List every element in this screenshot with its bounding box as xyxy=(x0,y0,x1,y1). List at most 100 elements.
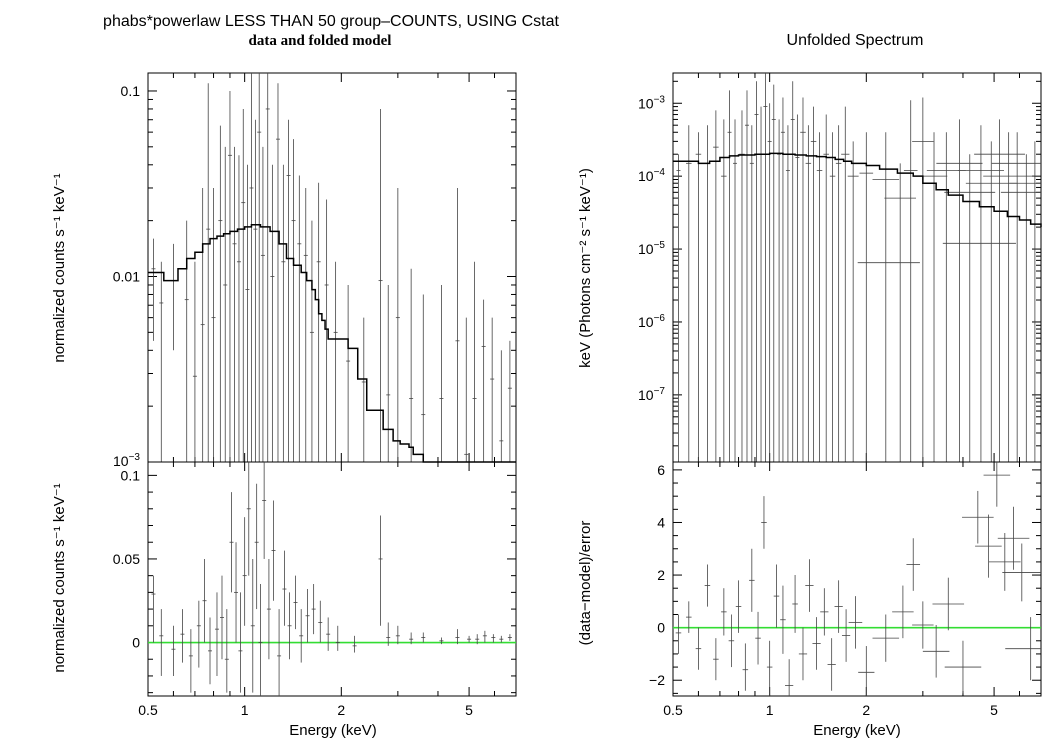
bottom-right-data-point xyxy=(848,596,863,649)
top-left-data-point xyxy=(333,261,338,462)
top-left-data-point xyxy=(265,73,270,462)
top-left-data-point xyxy=(481,299,486,462)
top-right-ylabel: keV (Photons cm⁻² s⁻¹ keV⁻¹) xyxy=(577,168,594,368)
bottom-left-data-point xyxy=(311,584,316,635)
top-left-data-point xyxy=(218,125,223,462)
bottom-right-ytick-label: 0 xyxy=(657,620,665,636)
bottom-right-data-point xyxy=(827,638,836,691)
bottom-left-data-point xyxy=(254,483,259,610)
top-right-data-point xyxy=(704,125,711,462)
top-right-data-point xyxy=(754,81,759,462)
top-right-ytick-label: 10−6 xyxy=(638,313,665,330)
bottom-right-data-point xyxy=(983,462,1011,507)
bottom-right-data-point xyxy=(780,585,786,654)
bottom-right-data-point xyxy=(742,643,749,691)
top-left-data-point xyxy=(270,164,275,462)
bottom-right-ytick-label: 6 xyxy=(657,462,665,478)
bottom-right-data-point xyxy=(792,575,798,633)
bottom-left-data-point xyxy=(409,632,414,645)
bottom-left-data-point xyxy=(386,622,391,646)
bottom-right-data-point xyxy=(704,564,711,607)
bottom-right-data-point xyxy=(761,496,767,549)
bottom-left-frame xyxy=(147,461,517,697)
bottom-left-data-point xyxy=(277,609,282,696)
bottom-left-ytick-label: 0.1 xyxy=(121,467,141,483)
top-right-ytick-label: 10−7 xyxy=(638,386,665,403)
top-left-data-point xyxy=(472,261,477,462)
bottom-right-ytick-label: 4 xyxy=(657,514,665,530)
bottom-right-data-point xyxy=(785,659,794,696)
bottom-left-ytick-label: 0.05 xyxy=(113,551,140,567)
bottom-left-data-point xyxy=(196,600,201,668)
bottom-left-data-point xyxy=(482,630,487,643)
top-left-ylabel: normalized counts s⁻¹ keV⁻¹ xyxy=(51,173,68,362)
top-right-data-point xyxy=(957,125,1005,462)
top-right-data-point xyxy=(912,97,934,462)
bottom-left-data-point xyxy=(151,575,156,643)
top-right-data-point xyxy=(810,106,817,462)
bottom-left-data-point xyxy=(467,635,472,643)
bottom-right-xtick-label: 5 xyxy=(990,702,998,718)
top-right-data-point xyxy=(713,110,719,462)
bottom-left-data-point xyxy=(229,492,234,593)
top-left-data-point xyxy=(464,317,469,462)
bottom-right-panel: 0.5 1 2 5 6 4 2 0 −2 xyxy=(649,461,1042,718)
top-right-data-point xyxy=(777,119,782,462)
right-xlabel: Energy (keV) xyxy=(813,722,901,739)
top-right-data-point xyxy=(676,154,681,462)
top-left-data-point xyxy=(490,317,495,462)
bottom-right-data-point xyxy=(922,625,950,678)
bottom-right-data-point xyxy=(749,548,755,612)
top-right-data-point xyxy=(767,103,772,462)
top-left-data-point xyxy=(260,146,265,462)
top-right-data-point xyxy=(903,100,918,462)
bottom-left-data-point xyxy=(224,609,229,693)
top-right-frame xyxy=(672,72,1042,463)
top-right-data-point xyxy=(785,125,790,462)
top-left-data-point xyxy=(291,139,296,462)
top-right-data-point xyxy=(965,141,1017,462)
top-right-data-point xyxy=(835,125,842,462)
top-left-data-point xyxy=(232,146,237,462)
bottom-right-data-point xyxy=(713,638,719,681)
bottom-left-data-point xyxy=(475,634,480,645)
top-left-data-point xyxy=(316,182,321,462)
bottom-right-data-point xyxy=(912,601,934,649)
top-right-data-point xyxy=(872,132,900,462)
bottom-right-data-point xyxy=(766,640,773,696)
top-right-data-point xyxy=(790,81,795,462)
bottom-left-data-point xyxy=(299,609,304,663)
top-left-data-point xyxy=(227,90,232,462)
bottom-right-frame xyxy=(672,461,1042,697)
figure-subtitle: data and folded model xyxy=(249,33,392,49)
top-right-data-point xyxy=(884,163,916,462)
top-right-data-point xyxy=(1000,154,1041,462)
top-left-data-point xyxy=(409,268,414,462)
bottom-left-data-point xyxy=(491,634,496,643)
bottom-left-data-point xyxy=(439,637,444,645)
top-right-data-point xyxy=(795,114,800,462)
bottom-left-data-point xyxy=(171,625,176,676)
bottom-left-ytick-label: 0 xyxy=(132,635,140,651)
bottom-left-data-point xyxy=(499,635,504,643)
bottom-left-data-point xyxy=(258,584,263,696)
bottom-left-data-point xyxy=(188,629,193,693)
top-right-ytick-label: 10−3 xyxy=(638,94,665,111)
bottom-right-data-point xyxy=(841,609,851,662)
bottom-right-data-point xyxy=(989,532,1021,591)
bottom-right-data-point xyxy=(812,617,821,670)
bottom-left-data-point xyxy=(202,558,207,643)
top-right-data-point xyxy=(763,73,768,462)
top-left-data-point xyxy=(499,350,504,462)
bottom-left-data-point xyxy=(180,609,185,663)
top-left-data-point xyxy=(386,284,391,462)
top-right-data-point xyxy=(733,119,738,462)
bottom-right-data-point xyxy=(721,588,727,636)
bottom-right-data-point xyxy=(962,490,994,544)
bottom-left-data-point xyxy=(234,542,239,643)
bottom-left-data-point xyxy=(219,575,224,660)
top-right-data-point xyxy=(739,110,745,462)
top-left-data-point xyxy=(257,73,262,462)
bottom-right-data-point xyxy=(755,611,761,665)
bottom-right-ytick-label: −2 xyxy=(649,672,665,688)
